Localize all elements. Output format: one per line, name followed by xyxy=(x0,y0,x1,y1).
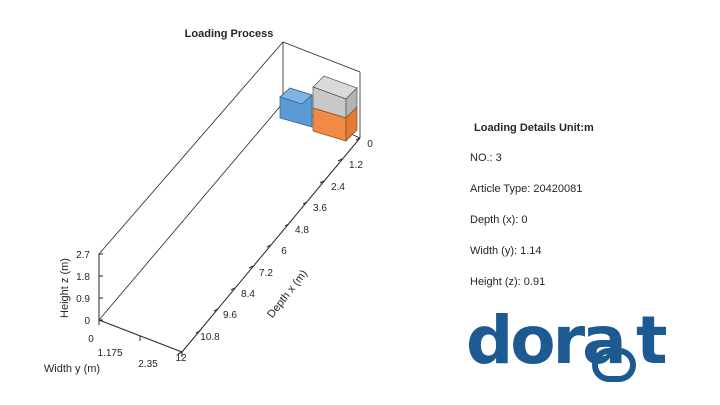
z-tick-label: 0.9 xyxy=(76,294,90,305)
x-tick-label: 8.4 xyxy=(241,289,255,300)
cargo-boxes xyxy=(279,75,358,142)
logo-bot-glyph xyxy=(592,348,636,382)
details-width: Width (y): 1.14 xyxy=(470,245,542,257)
x-tick-label: 2.4 xyxy=(331,182,345,193)
x-axis-ticks: 0 1.2 2.4 3.6 4.8 6 7.2 8.4 9.6 10.8 12 xyxy=(175,137,373,364)
details-depth: Depth (x): 0 xyxy=(470,214,528,226)
details-height: Height (z): 0.91 xyxy=(470,276,546,288)
orange-box-side xyxy=(345,106,358,142)
y-tick-label: 1.175 xyxy=(97,348,122,359)
z-axis-ticks: 0 0.9 1.8 2.7 xyxy=(76,250,103,327)
x-tick-label: 6 xyxy=(281,246,287,257)
z-tick-label: 1.8 xyxy=(76,272,90,283)
logo-text-tail: t xyxy=(636,302,668,379)
dorabot-logo: dora t xyxy=(466,308,686,384)
z-axis-label: Height z (m) xyxy=(59,258,71,318)
x-tick-label: 3.6 xyxy=(313,203,327,214)
z-tick-label: 0 xyxy=(84,316,90,327)
plot-title: Loading Process xyxy=(185,28,274,40)
x-tick-label: 10.8 xyxy=(200,332,220,343)
details-number: NO.: 3 xyxy=(470,152,502,164)
x-tick-label: 9.6 xyxy=(223,310,237,321)
z-tick-label: 2.7 xyxy=(76,250,90,261)
x-tick-label: 1.2 xyxy=(349,160,363,171)
y-tick-label: 0 xyxy=(88,334,94,345)
details-article-type: Article Type: 20420081 xyxy=(470,183,583,195)
y-axis-label: Width y (m) xyxy=(44,363,100,375)
x-tick-label: 7.2 xyxy=(259,268,273,279)
x-tick-label: 12 xyxy=(175,353,187,364)
x-tick-label: 0 xyxy=(367,139,373,150)
y-tick-label: 2.35 xyxy=(138,359,158,370)
details-title: Loading Details Unit:m xyxy=(474,122,594,134)
blue-box-top xyxy=(279,87,313,105)
x-tick-label: 4.8 xyxy=(295,225,309,236)
y-axis-ticks: 0 1.175 2.35 xyxy=(88,320,183,370)
